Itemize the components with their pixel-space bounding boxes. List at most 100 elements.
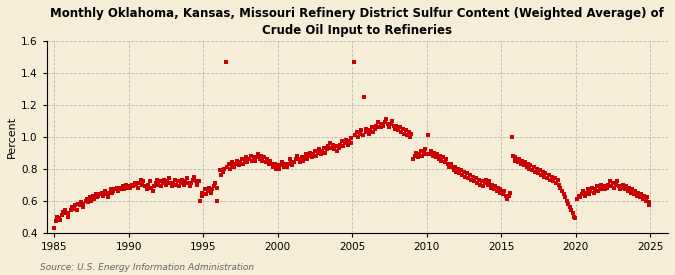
Point [205,190,216,195]
Point [644,203,655,208]
Point [214,168,225,172]
Point [509,158,520,163]
Point [542,176,553,180]
Point [67,205,78,209]
Point [141,187,152,192]
Point [225,166,236,171]
Point [540,171,551,176]
Point [120,182,131,187]
Point [321,147,332,152]
Point [92,195,103,200]
Point [356,128,367,133]
Point [290,157,301,161]
Point [448,168,459,172]
Point [107,190,117,195]
Point [167,184,178,188]
Point [308,152,319,156]
Point [491,189,502,193]
Point [605,179,616,184]
Point [360,130,371,134]
Point [354,131,365,136]
Point [90,192,101,196]
Point [262,157,273,161]
Point [437,155,448,160]
Point [420,147,431,152]
Point [569,214,580,219]
Point [346,136,356,141]
Point [110,187,121,192]
Point [89,197,100,201]
Point [189,174,200,179]
Point [634,195,645,200]
Point [84,195,95,200]
Point [103,195,113,200]
Point [560,195,570,200]
Point [396,130,407,134]
Point [464,173,475,177]
Point [113,189,124,193]
Point [587,186,597,190]
Point [344,139,354,144]
Point [518,163,529,168]
Point [111,186,122,190]
Point [432,152,443,156]
Point [456,168,466,172]
Point [536,173,547,177]
Point [49,226,59,230]
Point [504,194,514,198]
Point [238,162,249,166]
Point [442,162,453,166]
Point [286,163,297,168]
Point [167,181,178,185]
Point [76,200,86,204]
Point [578,189,589,193]
Point [299,155,310,160]
Point [51,219,61,224]
Point [580,190,591,195]
Point [642,195,653,200]
Point [616,186,627,190]
Point [439,160,450,164]
Point [502,197,512,201]
Point [88,194,99,198]
Point [62,214,73,219]
Point [631,194,642,198]
Point [63,211,74,216]
Point [53,216,64,220]
Point [537,170,548,174]
Point [458,170,469,174]
Point [340,141,350,145]
Point [574,195,585,200]
Point [116,187,127,192]
Point [232,158,243,163]
Point [234,163,244,168]
Point [490,184,501,188]
Point [469,179,480,184]
Point [500,194,511,198]
Point [579,194,590,198]
Point [563,202,574,206]
Point [55,218,65,222]
Point [296,155,307,160]
Point [68,206,79,211]
Point [477,179,487,184]
Point [314,147,325,152]
Point [375,122,386,126]
Point [336,139,347,144]
Point [325,141,335,145]
Point [174,184,185,188]
Point [405,134,416,139]
Point [223,162,234,166]
Point [433,157,444,161]
Point [376,125,387,129]
Point [177,178,188,182]
Point [217,170,228,174]
Point [104,190,115,195]
Point [300,152,311,156]
Point [157,181,168,185]
Point [555,186,566,190]
Point [429,150,439,155]
Point [585,189,595,193]
Point [470,176,481,180]
Point [216,173,227,177]
